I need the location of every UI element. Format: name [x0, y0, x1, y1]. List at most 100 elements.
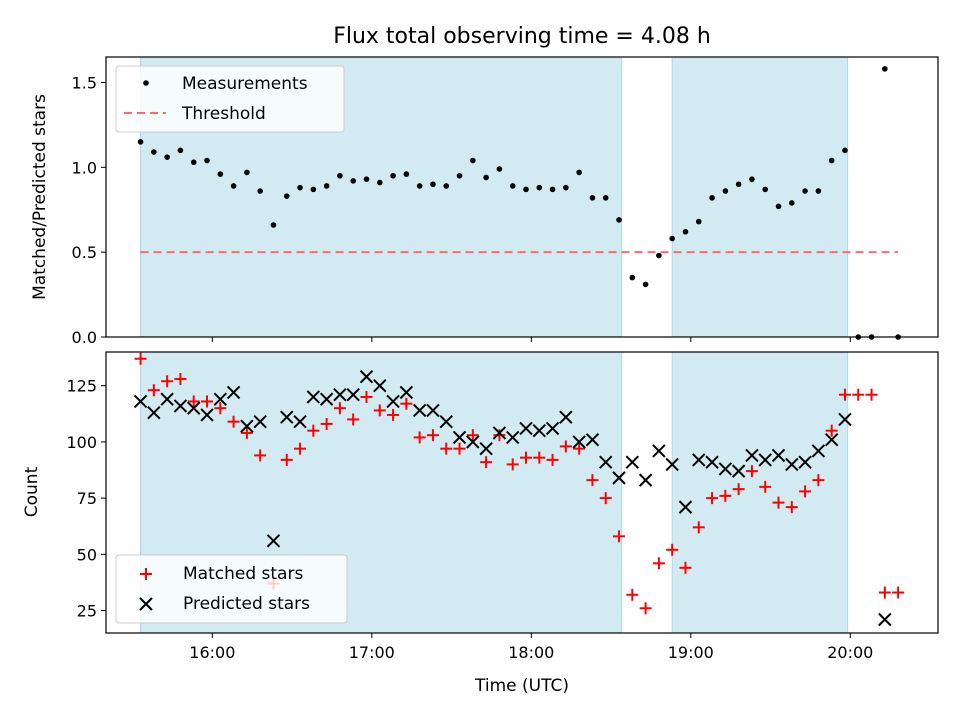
measurement-point	[669, 235, 675, 242]
matched-star-point	[400, 397, 413, 410]
measurement-point	[483, 174, 489, 181]
predicted-star-point	[519, 421, 533, 436]
measurement-point	[656, 252, 662, 259]
matched-star-point	[294, 442, 307, 455]
matched-star-point	[878, 586, 891, 599]
measurement-point	[749, 176, 755, 182]
measurement-point	[430, 181, 436, 188]
measurement-point	[204, 157, 210, 164]
matched-star-point	[586, 474, 599, 487]
legend-threshold-label: Threshold	[181, 104, 266, 124]
measurement-point	[363, 176, 370, 182]
matched-star-point	[453, 442, 466, 455]
bottom-y-tick-label: 50	[77, 545, 97, 564]
predicted-star-point	[798, 455, 812, 469]
predicted-star-point	[479, 441, 493, 456]
measurement-point	[589, 195, 596, 201]
measurement-point	[842, 147, 848, 154]
matched-star-point	[825, 424, 838, 437]
top-legend: Measurements Threshold	[115, 65, 345, 133]
matched-star-point	[652, 557, 665, 570]
predicted-star-point	[147, 405, 161, 420]
matched-star-point	[852, 388, 865, 401]
legend-matched-label: Matched stars	[183, 564, 303, 584]
measurement-point	[151, 149, 157, 155]
matched-star-point	[413, 431, 426, 444]
matched-star-point	[533, 451, 546, 464]
matched-star-point	[613, 530, 626, 543]
measurement-point	[337, 172, 343, 179]
matched-star-point	[639, 602, 652, 615]
top-x-ticks	[211, 337, 851, 342]
matched-star-point	[732, 483, 745, 496]
top-y-tick-label: 1.0	[72, 158, 97, 177]
matched-star-point	[320, 417, 333, 430]
matched-star-point	[201, 395, 214, 408]
predicted-star-point	[200, 408, 214, 422]
predicted-star-point	[280, 410, 294, 424]
matched-star-point	[161, 375, 174, 388]
matched-star-point	[174, 372, 187, 385]
predicted-star-point	[505, 430, 520, 445]
predicted-star-point	[226, 385, 241, 400]
legend-predicted-label: Predicted stars	[183, 594, 310, 614]
measurement-point	[642, 281, 649, 288]
measurement-point	[270, 222, 277, 228]
predicted-star-point	[718, 462, 733, 476]
predicted-star-point	[426, 403, 440, 418]
matched-star-point	[134, 352, 147, 365]
matched-star-point	[892, 586, 905, 599]
predicted-star-point	[599, 455, 613, 469]
matched-star-point	[838, 388, 851, 401]
predicted-star-point	[266, 534, 281, 548]
matched-star-point	[493, 429, 506, 442]
measurement-point	[775, 203, 782, 210]
measurement-point	[616, 217, 622, 223]
matched-star-point	[573, 442, 586, 455]
measurement-point	[443, 183, 450, 189]
predicted-star-point	[545, 421, 560, 436]
matched-star-point	[254, 449, 267, 462]
matched-star-point	[799, 485, 812, 498]
matched-star-point	[865, 388, 878, 401]
matched-star-point	[373, 404, 386, 417]
predicted-star-point	[133, 394, 148, 409]
measurement-point	[695, 218, 702, 225]
bottom-axes-frame	[105, 351, 939, 634]
measurement-point	[230, 183, 237, 189]
matched-star-point	[347, 413, 360, 426]
bottom-panel: 25 50 75 100 125 16:00 17:00 18:00 19:00 20:00 C…	[22, 351, 939, 696]
matched-star-point	[692, 521, 705, 534]
predicted-star-point	[187, 401, 201, 415]
measurement-point	[576, 169, 582, 176]
measurement-point	[722, 188, 729, 194]
predicted-star-point	[240, 419, 254, 433]
matched-star-point	[240, 426, 253, 439]
predicted-star-point	[652, 444, 666, 458]
predicted-star-point	[771, 448, 786, 463]
predicted-star-point	[678, 500, 693, 514]
matched-star-point	[519, 451, 532, 464]
predicted-star-point	[412, 403, 427, 418]
legend-plus	[140, 568, 152, 580]
predicted-star-point	[572, 435, 586, 449]
predicted-star-point	[585, 432, 600, 447]
predicted-star-point	[333, 388, 347, 402]
bottom-y-tick-label: 75	[77, 489, 97, 508]
predicted-star-point	[758, 453, 772, 467]
measurement-point	[509, 183, 516, 189]
matched-star-point	[480, 456, 493, 469]
predicted-star-point	[785, 457, 799, 472]
measurement-point	[563, 184, 569, 191]
matched-star-point	[679, 561, 692, 574]
matched-star-point	[280, 453, 293, 466]
x-axis-label: Time (UTC)	[474, 676, 569, 696]
predicted-star-point	[466, 435, 480, 449]
measurement-point	[416, 183, 423, 189]
predicted-star-point	[213, 392, 228, 406]
top-y-tick-label: 1.5	[72, 73, 97, 92]
bottom-y-axis-label: Count	[22, 466, 42, 517]
predicted-star-point	[306, 390, 321, 404]
measurement-point	[217, 171, 224, 177]
matched-star-point	[360, 390, 373, 403]
